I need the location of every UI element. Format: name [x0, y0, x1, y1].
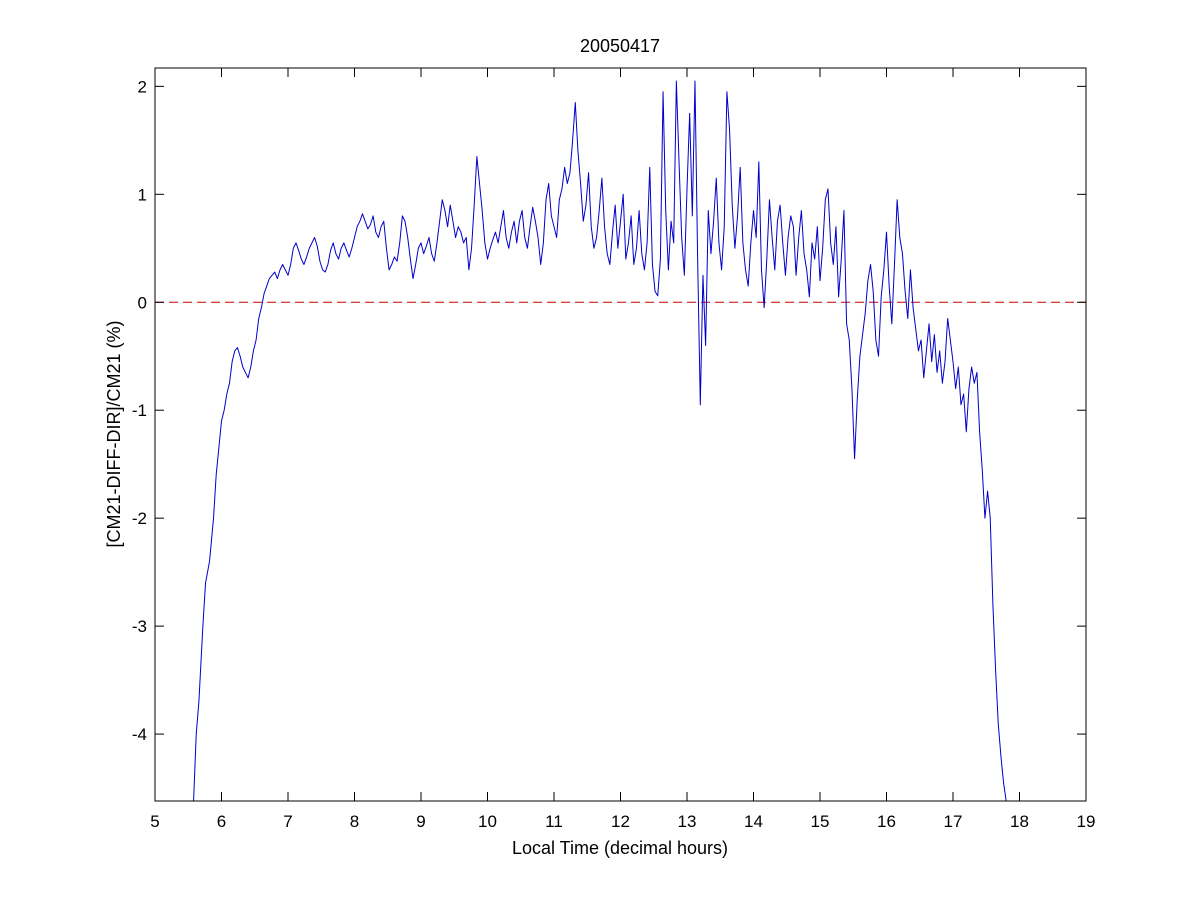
x-tick-label: 8 — [350, 812, 359, 831]
y-tick-label: 0 — [138, 293, 147, 312]
y-tick-label: 1 — [138, 185, 147, 204]
y-tick-label: -4 — [132, 725, 147, 744]
series-line — [193, 80, 1007, 801]
x-tick-label: 19 — [1077, 812, 1096, 831]
x-tick-label: 16 — [877, 812, 896, 831]
x-tick-label: 7 — [283, 812, 292, 831]
y-tick-label: 2 — [138, 77, 147, 96]
chart-title: 20050417 — [580, 36, 660, 56]
x-tick-label: 10 — [478, 812, 497, 831]
y-axis-label: [CM21-DIFF-DIR]/CM21 (%) — [104, 320, 124, 547]
y-tick-label: -3 — [132, 617, 147, 636]
x-tick-label: 11 — [545, 812, 563, 831]
x-tick-label: 14 — [744, 812, 763, 831]
x-tick-label: 9 — [416, 812, 425, 831]
plot-area — [155, 68, 1086, 801]
x-tick-label: 6 — [217, 812, 226, 831]
x-tick-label: 13 — [678, 812, 697, 831]
x-tick-label: 15 — [811, 812, 830, 831]
x-tick-label: 12 — [611, 812, 630, 831]
y-tick-label: -2 — [132, 509, 147, 528]
x-tick-label: 5 — [150, 812, 159, 831]
x-axis-label: Local Time (decimal hours) — [512, 838, 728, 858]
x-tick-label: 17 — [944, 812, 963, 831]
y-tick-label: -1 — [132, 401, 147, 420]
x-tick-label: 18 — [1010, 812, 1029, 831]
